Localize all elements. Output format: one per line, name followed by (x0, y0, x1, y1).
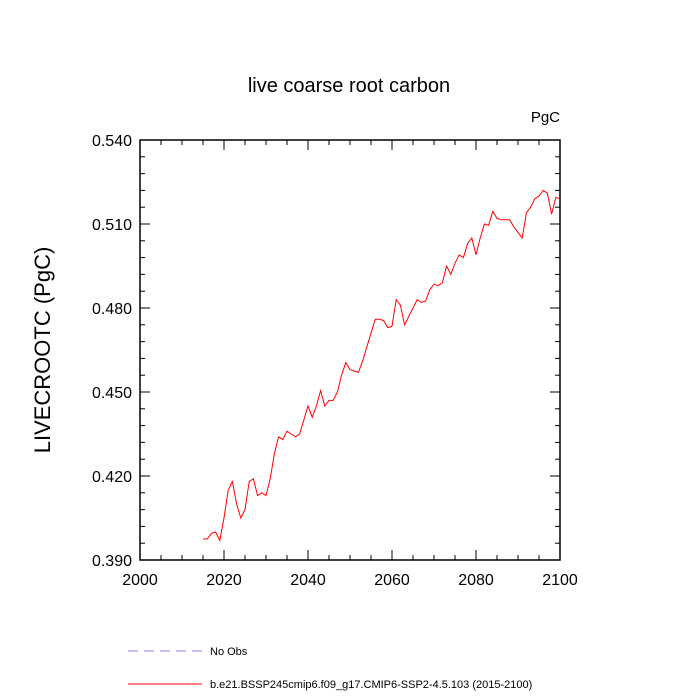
y-tick-label: 0.510 (92, 217, 132, 234)
y-tick-label: 0.540 (92, 133, 132, 150)
units-label: PgC (531, 109, 560, 126)
x-tick-label: 2080 (458, 572, 494, 589)
y-tick-label: 0.450 (92, 385, 132, 402)
legend: No Obs b.e21.BSSP245cmip6.f09_g17.CMIP6-S… (128, 646, 532, 691)
y-axis-label: LIVECROOTC (PgC) (30, 247, 55, 454)
legend-label-1: b.e21.BSSP245cmip6.f09_g17.CMIP6-SSP2-4.… (210, 679, 532, 691)
y-tick-label: 0.390 (92, 553, 132, 570)
y-tick-label: 0.420 (92, 469, 132, 486)
x-tick-label: 2000 (122, 572, 158, 589)
legend-label-0: No Obs (210, 646, 248, 658)
x-tick-label: 2020 (206, 572, 242, 589)
chart-title: live coarse root carbon (248, 75, 450, 97)
series-line-1 (203, 189, 561, 542)
x-tick-label: 2060 (374, 572, 410, 589)
y-tick-label: 0.480 (92, 301, 132, 318)
plot-area: 2000 2020 2040 2060 2080 2100 0.390 0.420 0.450 0… (92, 133, 578, 589)
x-tick-label: 2100 (542, 572, 578, 589)
x-tick-label: 2040 (290, 572, 326, 589)
